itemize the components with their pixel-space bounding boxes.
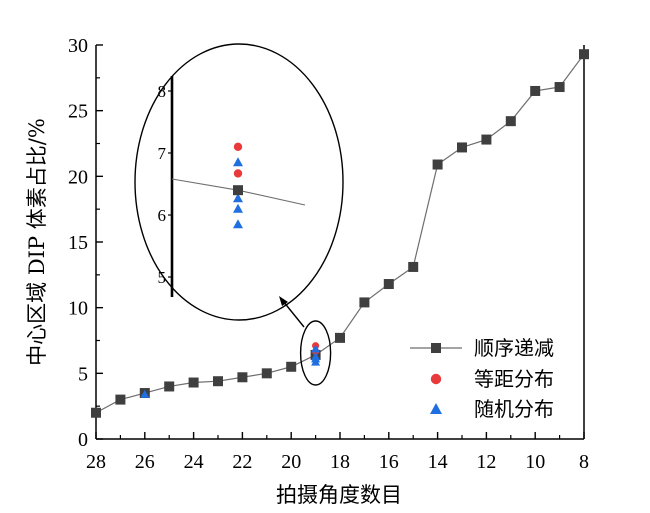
point-sequential	[335, 332, 345, 343]
x-tick-label: 12	[476, 451, 496, 473]
x-tick-label: 16	[379, 451, 399, 473]
point-random	[311, 344, 321, 353]
point-sequential	[213, 376, 223, 387]
y-tick-label: 30	[68, 35, 88, 57]
zoom-y-tick-label: 7	[158, 144, 167, 163]
x-axis-label: 拍摄角度数目	[276, 483, 402, 507]
x-axis: 28 26 24 22 20 18 16 14 12 10 8	[86, 432, 589, 473]
point-sequential	[457, 142, 467, 153]
point-sequential	[261, 368, 272, 379]
legend-item-sequential: 顺序递减	[410, 336, 554, 360]
y-tick-label: 20	[68, 166, 88, 188]
zoom-point-random	[233, 203, 243, 213]
point-sequential	[188, 377, 199, 388]
legend: 顺序递减 等距分布 随机分布	[410, 336, 554, 421]
zoom-point-equidistant	[233, 142, 243, 151]
x-tick-label: 28	[86, 451, 106, 473]
x-tick-label: 10	[525, 451, 545, 473]
zoom-point-equidistant	[233, 169, 243, 178]
y-tick-label: 25	[68, 101, 88, 123]
point-sequential	[432, 159, 443, 170]
zoom-y-tick-label: 6	[158, 206, 167, 225]
y-tick-label: 15	[68, 232, 88, 254]
point-sequential	[505, 116, 516, 127]
y-tick-label: 5	[78, 363, 88, 385]
zoom-y-tick-label: 8	[158, 82, 167, 101]
x-tick-label: 20	[281, 451, 301, 473]
zoom-ellipse	[134, 43, 344, 321]
point-sequential	[408, 261, 419, 272]
legend-marker-circle	[430, 373, 442, 385]
x-tick-label: 14	[428, 451, 448, 473]
zoom-point-random	[233, 219, 243, 229]
zoom-inset: 5 6 7 8	[134, 43, 344, 386]
zoom-point-random	[233, 193, 243, 203]
point-sequential	[383, 279, 394, 290]
point-random	[140, 389, 150, 398]
x-tick-label: 26	[135, 451, 155, 473]
legend-label-equidistant: 等距分布	[474, 367, 554, 391]
legend-label-sequential: 顺序递减	[474, 336, 554, 360]
y-tick-label: 10	[68, 298, 88, 320]
zoom-source-ellipse	[299, 320, 332, 386]
zoom-point-sequential	[233, 185, 243, 196]
point-sequential	[579, 49, 589, 60]
zoom-point-random	[233, 157, 243, 167]
legend-item-random: 随机分布	[430, 397, 554, 421]
y-axis: 0 5 10 15 20 25 30	[68, 35, 103, 451]
point-sequential	[164, 381, 175, 392]
point-random	[311, 357, 321, 366]
legend-label-random: 随机分布	[474, 397, 554, 421]
x-tick-label: 18	[330, 451, 350, 473]
x-tick-label: 8	[579, 451, 589, 473]
y-axis-label: 中心区域 DIP 体素占比/%	[25, 118, 49, 366]
point-sequential	[359, 297, 370, 308]
legend-item-equidistant: 等距分布	[430, 367, 554, 391]
point-sequential	[286, 361, 297, 372]
point-sequential	[530, 85, 541, 96]
legend-marker-square	[431, 343, 441, 353]
x-tick-label: 24	[184, 451, 204, 473]
point-sequential	[91, 407, 101, 418]
x-tick-label: 22	[232, 451, 252, 473]
y-tick-label: 0	[78, 429, 88, 451]
point-sequential	[481, 134, 492, 145]
point-sequential	[237, 372, 248, 383]
series-layer	[91, 49, 589, 418]
legend-marker-triangle	[430, 403, 442, 414]
point-sequential	[115, 394, 126, 405]
zoom-arrow-line	[282, 300, 305, 328]
zoom-arrow-head	[279, 296, 288, 306]
point-sequential	[554, 82, 565, 93]
zoom-y-tick-label: 5	[158, 268, 167, 287]
